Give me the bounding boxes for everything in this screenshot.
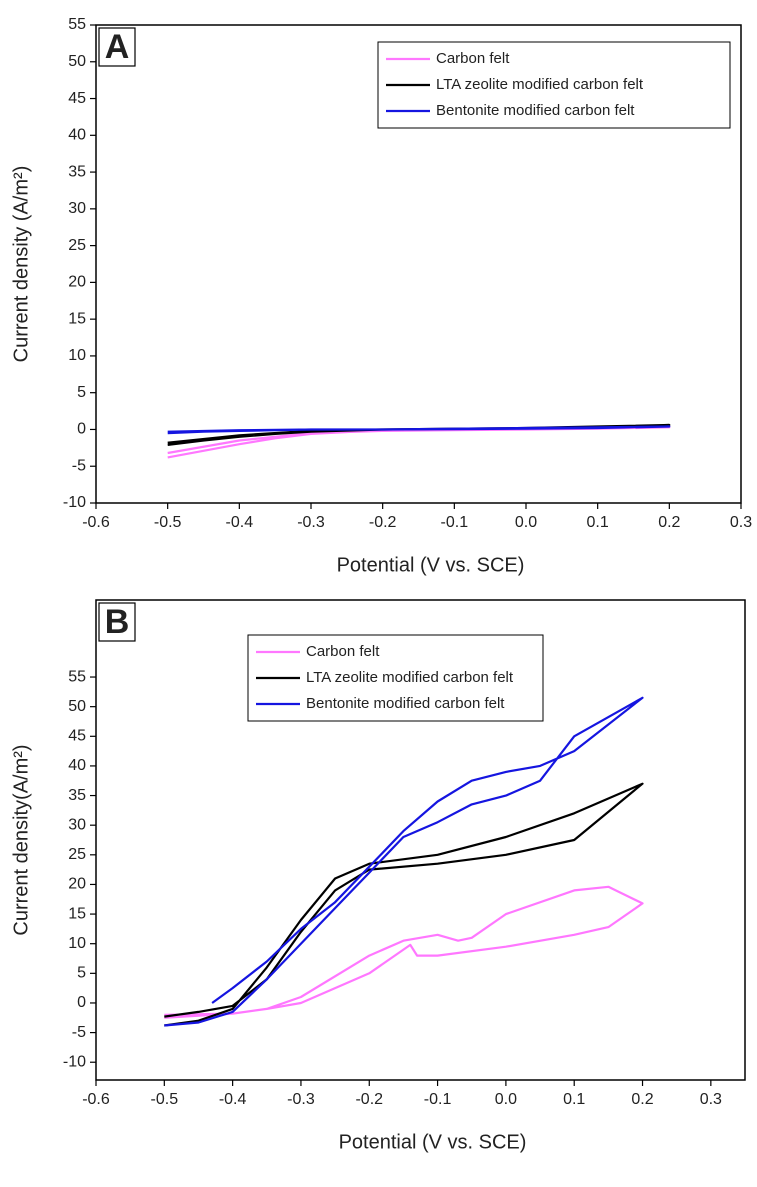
y-tick-label: 20 bbox=[68, 274, 86, 291]
x-tick-label: 0.0 bbox=[515, 514, 537, 531]
x-tick-label: 0.3 bbox=[730, 514, 752, 531]
y-tick-label: 10 bbox=[68, 347, 86, 364]
x-tick-label: -0.5 bbox=[154, 514, 182, 531]
y-tick-label: 5 bbox=[77, 965, 86, 982]
y-tick-label: 55 bbox=[68, 16, 86, 33]
y-tick-label: 45 bbox=[68, 90, 86, 107]
y-tick-label: 5 bbox=[77, 384, 86, 401]
x-tick-label: -0.1 bbox=[441, 514, 469, 531]
y-tick-label: 50 bbox=[68, 698, 86, 715]
y-tick-label: 0 bbox=[77, 421, 86, 438]
y-tick-label: -10 bbox=[63, 494, 86, 511]
y-tick-label: -5 bbox=[72, 457, 86, 474]
data-line bbox=[167, 425, 671, 435]
y-tick-label: -5 bbox=[72, 1024, 86, 1041]
legend-label: LTA zeolite modified carbon felt bbox=[306, 669, 514, 686]
y-tick-label: 55 bbox=[68, 668, 86, 685]
y-tick-label: 50 bbox=[68, 53, 86, 70]
legend-label: Carbon felt bbox=[306, 643, 380, 660]
x-axis-title: Potential (V vs. SCE) bbox=[339, 1131, 527, 1153]
x-tick-label: -0.5 bbox=[151, 1091, 179, 1108]
data-line bbox=[164, 782, 644, 1027]
panel-label-box bbox=[98, 602, 136, 642]
panel: -10 -5 0 5 10 15 20 25 30 35 40 45 50 55 -0.6 -0.5 -0.4 -… bbox=[10, 599, 746, 1153]
x-tick-label: 0.1 bbox=[587, 514, 609, 531]
y-tick-label: 45 bbox=[68, 728, 86, 745]
x-tick-label: -0.2 bbox=[355, 1091, 383, 1108]
y-tick-label: 15 bbox=[68, 310, 86, 327]
legend-label: Carbon felt bbox=[436, 50, 510, 67]
plot-frame bbox=[95, 599, 746, 1081]
y-tick-label: -10 bbox=[63, 1053, 86, 1070]
y-tick-label: 0 bbox=[77, 994, 86, 1011]
x-tick-label: 0.3 bbox=[700, 1091, 722, 1108]
x-tick-label: -0.6 bbox=[82, 514, 110, 531]
y-tick-label: 35 bbox=[68, 163, 86, 180]
y-tick-label: 40 bbox=[68, 757, 86, 774]
y-tick-label: 15 bbox=[68, 905, 86, 922]
plot-frame bbox=[95, 24, 742, 504]
legend-label: Bentonite modified carbon felt bbox=[436, 102, 635, 119]
x-axis-title: Potential (V vs. SCE) bbox=[337, 554, 525, 576]
x-tick-label: -0.2 bbox=[369, 514, 397, 531]
y-axis-title: Current density (A/m²) bbox=[10, 166, 32, 363]
legend-label: LTA zeolite modified carbon felt bbox=[436, 76, 644, 93]
legend-label: Bentonite modified carbon felt bbox=[306, 695, 505, 712]
y-tick-label: 10 bbox=[68, 935, 86, 952]
x-tick-label: -0.3 bbox=[287, 1091, 315, 1108]
legend-box bbox=[377, 41, 731, 129]
y-axis-title: Current density(A/m²) bbox=[10, 744, 32, 935]
x-tick-label: -0.6 bbox=[82, 1091, 110, 1108]
x-tick-label: -0.3 bbox=[297, 514, 325, 531]
y-tick-label: 35 bbox=[68, 787, 86, 804]
x-tick-label: -0.1 bbox=[424, 1091, 452, 1108]
y-tick-label: 20 bbox=[68, 876, 86, 893]
y-tick-label: 30 bbox=[68, 816, 86, 833]
x-tick-label: -0.4 bbox=[219, 1091, 247, 1108]
panel-label: B bbox=[105, 603, 130, 641]
y-tick-label: 30 bbox=[68, 200, 86, 217]
data-line bbox=[164, 696, 644, 1027]
panel: -10 -5 0 5 10 15 20 25 30 35 40 45 50 55 -0.6 -0.5 -0.4 -… bbox=[10, 16, 752, 576]
x-tick-label: 0.0 bbox=[495, 1091, 517, 1108]
panel-label: A bbox=[105, 28, 130, 66]
x-tick-label: 0.2 bbox=[631, 1091, 653, 1108]
y-tick-label: 25 bbox=[68, 237, 86, 254]
x-tick-label: 0.1 bbox=[563, 1091, 585, 1108]
y-tick-label: 40 bbox=[68, 127, 86, 144]
y-tick-label: 25 bbox=[68, 846, 86, 863]
panel-label-box bbox=[98, 27, 136, 67]
x-tick-label: -0.4 bbox=[226, 514, 254, 531]
data-line bbox=[164, 885, 644, 1019]
x-tick-label: 0.2 bbox=[658, 514, 680, 531]
